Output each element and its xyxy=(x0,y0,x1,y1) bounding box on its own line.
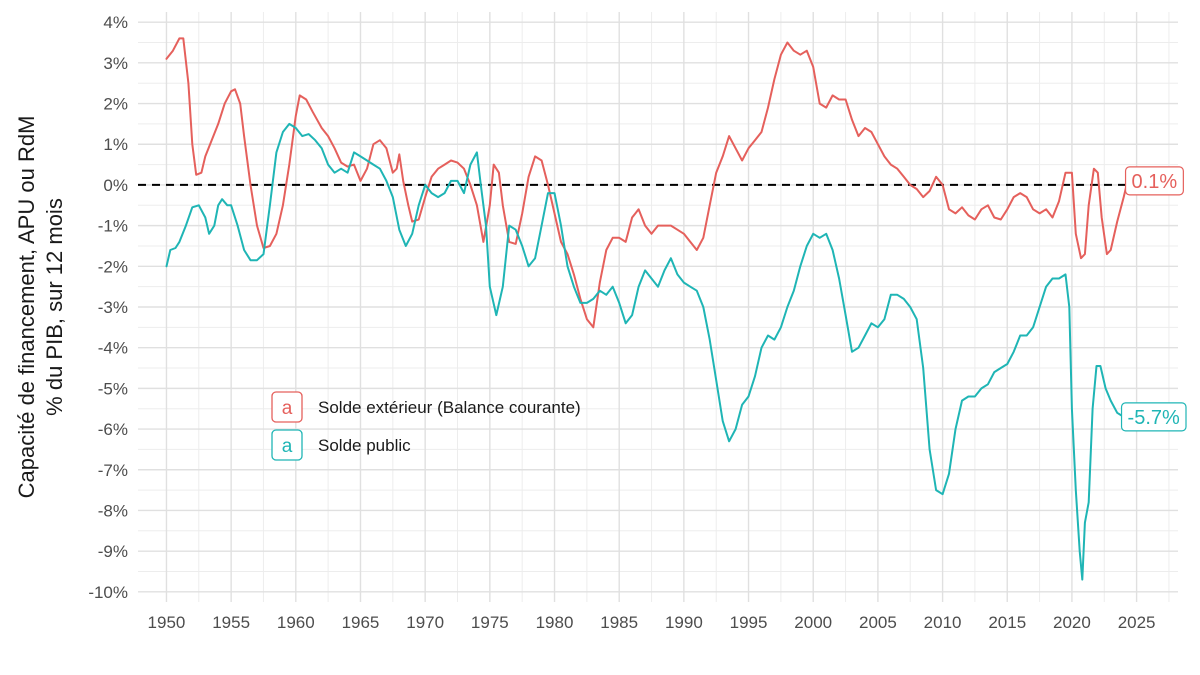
y-tick-label: 0% xyxy=(103,176,128,195)
end-label-box xyxy=(1124,166,1184,196)
y-tick-label: 3% xyxy=(103,54,128,73)
end-label-text: 0.1% xyxy=(1132,171,1178,193)
y-tick-label: 2% xyxy=(103,95,128,114)
y-tick-label: -2% xyxy=(98,257,128,276)
legend-key xyxy=(271,429,303,461)
series-line-solde-public xyxy=(165,122,1129,581)
y-tick-label: -9% xyxy=(98,542,128,561)
y-tick-label: -8% xyxy=(98,501,128,520)
x-axis-tick-labels: 1950 1955 1960 1965 1970 1975 1980 1985 1990 1995… xyxy=(148,613,1156,632)
legend: a Solde extérieur (Balance courante) a Sold… xyxy=(271,391,581,461)
end-label-text: -5.7% xyxy=(1128,407,1180,429)
legend-entry: a Solde public xyxy=(271,429,411,461)
y-tick-label: -4% xyxy=(98,339,128,358)
legend-label: Solde public xyxy=(318,436,411,455)
x-tick-label: 2015 xyxy=(988,613,1026,632)
y-tick-label: -1% xyxy=(98,217,128,236)
y-tick-label: -6% xyxy=(98,420,128,439)
y-axis-title: Capacité de financement, APU ou RdM% du … xyxy=(14,116,67,499)
y-axis-tick-labels: 4% 3% 2% 1% 0% -1% -2% -3% -4% -5% -6% -7% -8% -9% -10… xyxy=(88,13,128,602)
end-label-box xyxy=(1120,402,1187,432)
x-tick-label: 1955 xyxy=(212,613,250,632)
end-labels: 0.1% -5.7% xyxy=(1120,166,1187,432)
x-tick-label: 2010 xyxy=(924,613,962,632)
series-line-solde-exterieur xyxy=(165,37,1129,329)
y-axis-title-line: % du PIB, sur 12 mois xyxy=(42,198,67,416)
x-tick-label: 1965 xyxy=(342,613,380,632)
x-tick-label: 1990 xyxy=(665,613,703,632)
y-tick-label: -7% xyxy=(98,461,128,480)
x-tick-label: 1995 xyxy=(730,613,768,632)
x-tick-label: 2020 xyxy=(1053,613,1091,632)
x-tick-label: 1970 xyxy=(406,613,444,632)
x-tick-label: 1975 xyxy=(471,613,509,632)
x-tick-label: 2000 xyxy=(794,613,832,632)
x-tick-label: 1980 xyxy=(536,613,574,632)
x-tick-label: 2025 xyxy=(1118,613,1156,632)
y-tick-label: -10% xyxy=(88,583,128,602)
y-tick-label: 1% xyxy=(103,135,128,154)
y-tick-label: 4% xyxy=(103,13,128,32)
series-lines xyxy=(165,37,1129,581)
legend-entry: a Solde extérieur (Balance courante) xyxy=(271,391,581,423)
end-label: 0.1% xyxy=(1124,166,1184,196)
y-tick-label: -5% xyxy=(98,379,128,398)
x-tick-label: 1985 xyxy=(600,613,638,632)
legend-label: Solde extérieur (Balance courante) xyxy=(318,398,581,417)
end-label: -5.7% xyxy=(1120,402,1187,432)
legend-key xyxy=(271,391,303,423)
x-tick-label: 1950 xyxy=(148,613,186,632)
x-tick-label: 2005 xyxy=(859,613,897,632)
major-gridlines xyxy=(138,12,1178,602)
y-axis-title-line: Capacité de financement, APU ou RdM xyxy=(14,116,39,499)
legend-key-glyph: a xyxy=(282,436,293,457)
x-tick-label: 1960 xyxy=(277,613,315,632)
legend-key-glyph: a xyxy=(282,398,293,419)
y-tick-label: -3% xyxy=(98,298,128,317)
